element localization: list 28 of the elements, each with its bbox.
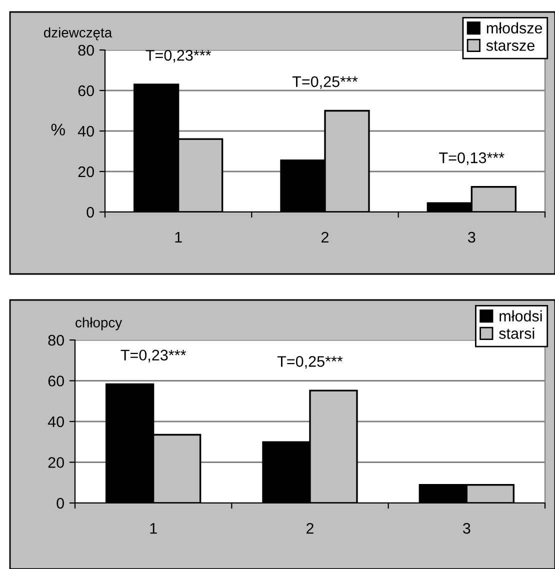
x-tick-label: 3 — [463, 522, 470, 534]
y-axis-title: % — [51, 124, 65, 136]
x-tick-label: 1 — [150, 523, 157, 534]
legend-label: starsze — [486, 40, 534, 51]
chart-title: dziewczęta — [44, 27, 112, 40]
annotation: T=0,23*** — [146, 50, 212, 63]
legend-label: młodsi — [500, 310, 542, 322]
y-tick-label: 80 — [78, 44, 94, 56]
x-tick-label: 2 — [306, 522, 314, 534]
x-tick-label: 3 — [468, 232, 476, 243]
annotation: T=0,23*** — [120, 350, 186, 362]
legend-label: młodsze — [486, 22, 542, 34]
y-tick-label: 20 — [48, 457, 64, 468]
y-tick-label: 60 — [78, 85, 94, 96]
legend-label: starsi — [499, 328, 534, 339]
annotation: T=0,25*** — [292, 76, 358, 89]
y-tick-label: 40 — [78, 126, 94, 137]
y-tick-label: 60 — [48, 376, 64, 386]
x-tick-label: 1 — [175, 232, 182, 243]
y-tick-label: 0 — [86, 206, 94, 218]
y-tick-label: 0 — [56, 498, 64, 509]
annotation: T=0,25*** — [277, 356, 343, 369]
chart-title: chłopcy — [76, 317, 122, 330]
y-tick-label: 80 — [48, 334, 64, 346]
annotation: T=0,13*** — [439, 152, 504, 166]
x-tick-label: 2 — [322, 232, 328, 243]
y-tick-label: 20 — [78, 166, 94, 178]
y-tick-label: 40 — [48, 416, 64, 428]
